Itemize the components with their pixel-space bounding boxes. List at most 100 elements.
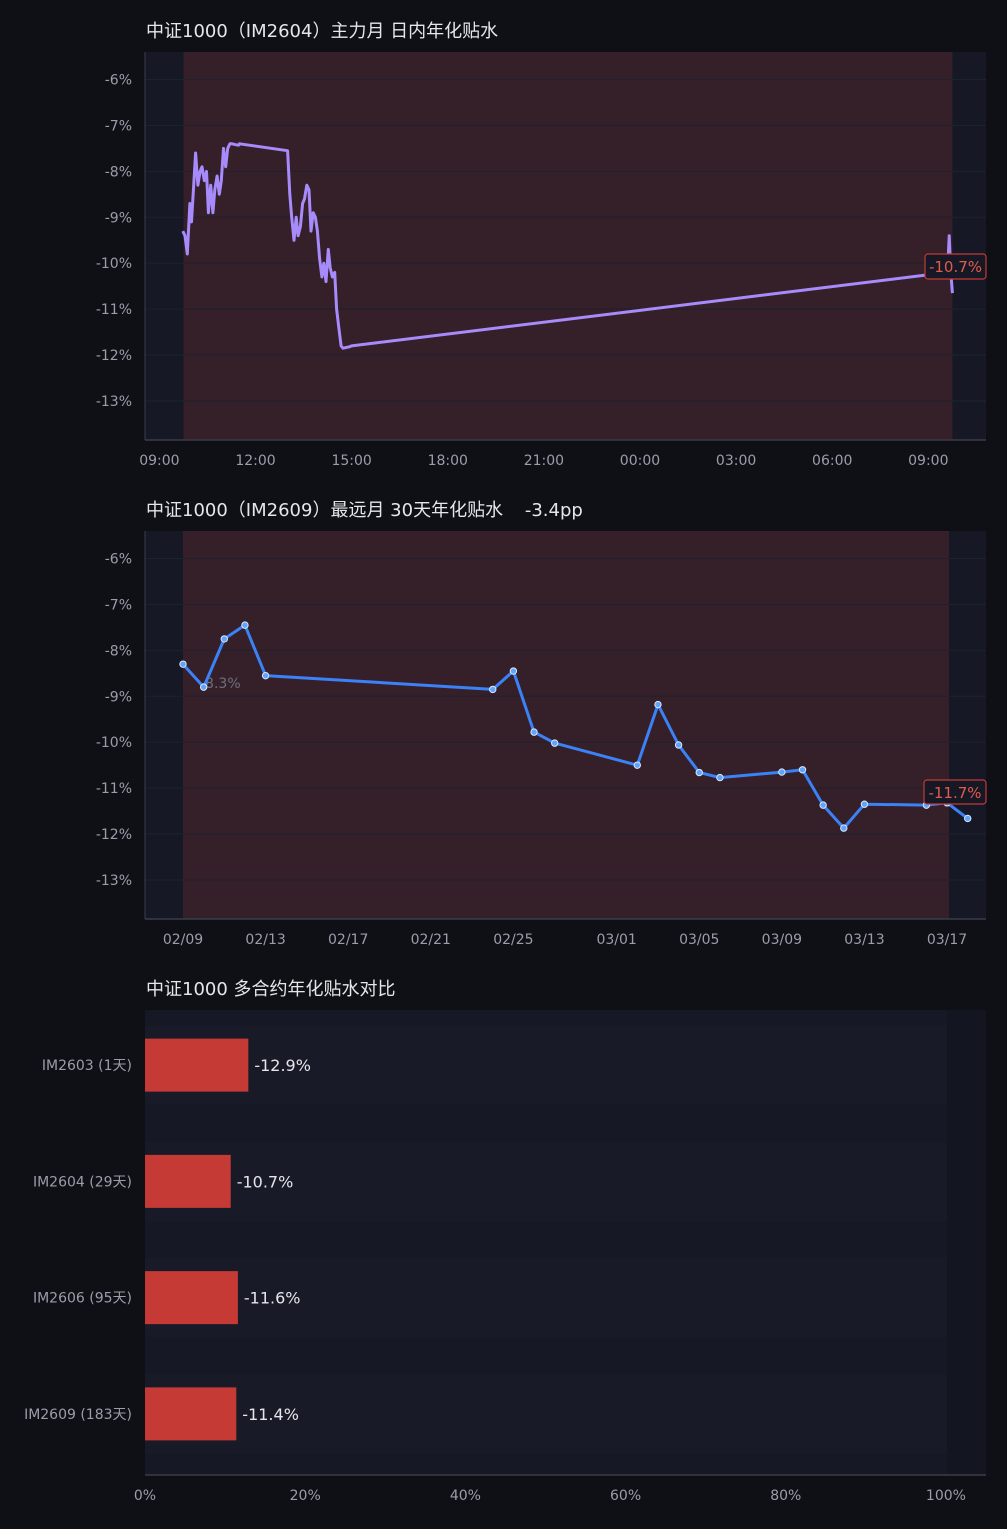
x-tick-label: 03/01 <box>596 932 636 948</box>
bar <box>145 1038 249 1092</box>
bar-value-label: -11.6% <box>244 1289 301 1308</box>
x-tick-label: 02/13 <box>245 932 285 948</box>
row-band <box>145 1025 947 1105</box>
data-point <box>819 801 827 809</box>
y-tick-label: -9% <box>105 210 132 226</box>
data-point <box>674 741 683 749</box>
x-tick-label: 03:00 <box>716 453 756 469</box>
data-point <box>860 800 869 808</box>
x-tick-label: 03/17 <box>927 932 967 948</box>
x-tick-label: 12:00 <box>235 453 275 469</box>
chart-1-x-axis: 09:00 12:00 15:00 18:00 21:00 00:00 03:00 06:00… <box>139 453 948 469</box>
row-band <box>145 1374 947 1454</box>
data-point <box>530 728 538 736</box>
x-tick-label: 18:00 <box>428 453 468 469</box>
bar <box>145 1387 237 1441</box>
bar <box>145 1154 231 1208</box>
x-tick-label: 80% <box>770 1488 801 1504</box>
x-tick-label: 09:00 <box>139 453 179 469</box>
x-tick-label: 20% <box>290 1488 321 1504</box>
y-tick-label: -11% <box>96 781 132 797</box>
data-point <box>633 761 641 769</box>
y-tick-label: -7% <box>105 118 132 134</box>
chart-1-shaded-span <box>183 52 953 440</box>
chart-2-series-line <box>181 623 969 830</box>
x-tick-label: 06:00 <box>812 453 852 469</box>
x-tick-label: 02/25 <box>493 932 533 948</box>
data-point <box>241 621 249 629</box>
data-point <box>261 671 270 680</box>
data-point <box>695 768 703 777</box>
chart-1-y-axis: -6% -7% -8% -9% -10% -11% -12% -13% <box>96 73 132 410</box>
contract-comparison-chart: 中证1000 多合约年化贴水对比 IM2603 (1天) -12.9% IM2604… <box>24 979 986 1504</box>
x-tick-label: 03/13 <box>844 932 884 948</box>
chart-1-last-value: -10.7% <box>929 258 982 276</box>
y-tick-label: -8% <box>105 164 132 180</box>
data-point <box>489 685 497 694</box>
x-tick-label: 09:00 <box>908 453 948 469</box>
chart-2-title: 中证1000（IM2609）最远月 30天年化贴水 -3.4pp <box>146 500 583 521</box>
y-tick-label: -10% <box>96 256 132 272</box>
chart-2-last-value-badge: -11.7% <box>923 779 987 805</box>
x-tick-label: 100% <box>926 1488 966 1504</box>
chart-2-shaded-span <box>183 531 949 919</box>
x-tick-label: 21:00 <box>524 453 564 469</box>
y-tick-label: -9% <box>105 689 132 705</box>
data-point <box>220 635 229 643</box>
data-point <box>551 739 559 747</box>
chart-3-margin-band <box>947 1010 986 1475</box>
chart-2-first-value: -8.3% <box>200 676 241 692</box>
category-label: IM2606 (95天) <box>33 1291 132 1307</box>
intraday-discount-chart: 中证1000（IM2604）主力月 日内年化贴水 -6% -7% -8% -9% -10… <box>96 21 987 469</box>
x-tick-label: 0% <box>134 1488 156 1504</box>
y-tick-label: -12% <box>96 827 132 843</box>
y-tick-label: -6% <box>105 552 132 568</box>
data-point <box>716 773 724 782</box>
x-tick-label: 02/17 <box>328 932 368 948</box>
bar-value-label: -12.9% <box>254 1056 311 1075</box>
x-tick-label: 15:00 <box>331 453 371 469</box>
chart-3-x-axis: 0% 20% 40% 60% 80% 100% <box>134 1488 966 1504</box>
y-tick-label: -12% <box>96 348 132 364</box>
y-tick-label: -7% <box>105 597 132 613</box>
chart-3-bars: IM2603 (1天) -12.9% IM2604 (29天) -10.7% IM260… <box>24 1038 311 1441</box>
chart-1-last-value-badge: -10.7% <box>924 253 987 280</box>
chart-2-last-value: -11.7% <box>928 784 981 802</box>
category-label: IM2604 (29天) <box>33 1174 132 1190</box>
category-label: IM2609 (183天) <box>24 1407 132 1423</box>
data-point <box>199 683 208 691</box>
y-tick-label: -13% <box>96 394 132 410</box>
data-point <box>798 766 807 774</box>
data-point <box>964 814 972 823</box>
x-tick-label: 60% <box>610 1488 641 1504</box>
chart-1-grid <box>145 79 986 402</box>
chart-1-series-line <box>181 142 954 350</box>
farthest-month-chart: 中证1000（IM2609）最远月 30天年化贴水 -3.4pp -6% -7% -… <box>96 500 987 948</box>
bar-value-label: -10.7% <box>237 1172 294 1191</box>
bar-value-label: -11.4% <box>242 1405 299 1424</box>
row-band <box>145 1141 947 1221</box>
x-tick-label: 00:00 <box>620 453 660 469</box>
data-point <box>778 768 786 776</box>
x-tick-label: 03/05 <box>679 932 719 948</box>
chart-2-x-axis: 02/09 02/13 02/17 02/21 02/25 03/01 03/05 03/09… <box>163 932 967 948</box>
data-point <box>179 660 187 668</box>
chart-2-y-axis: -6% -7% -8% -9% -10% -11% -12% -13% <box>96 552 132 889</box>
chart-2-change: -3.4pp <box>525 500 583 521</box>
x-tick-label: 02/09 <box>163 932 203 948</box>
chart-2-title-text: 中证1000（IM2609）最远月 30天年化贴水 <box>146 500 503 521</box>
chart-2-grid <box>145 558 986 881</box>
y-tick-label: -10% <box>96 735 132 751</box>
chart-3-title: 中证1000 多合约年化贴水对比 <box>146 979 396 1000</box>
category-label: IM2603 (1天) <box>42 1058 132 1074</box>
y-tick-label: -6% <box>105 73 132 89</box>
data-point <box>509 667 518 675</box>
chart-3-row-bands <box>145 1025 947 1454</box>
y-tick-label: -13% <box>96 873 132 889</box>
x-tick-label: 02/21 <box>411 932 451 948</box>
row-band <box>145 1258 947 1338</box>
data-point <box>654 700 662 709</box>
y-tick-label: -11% <box>96 302 132 318</box>
data-point <box>840 824 848 832</box>
